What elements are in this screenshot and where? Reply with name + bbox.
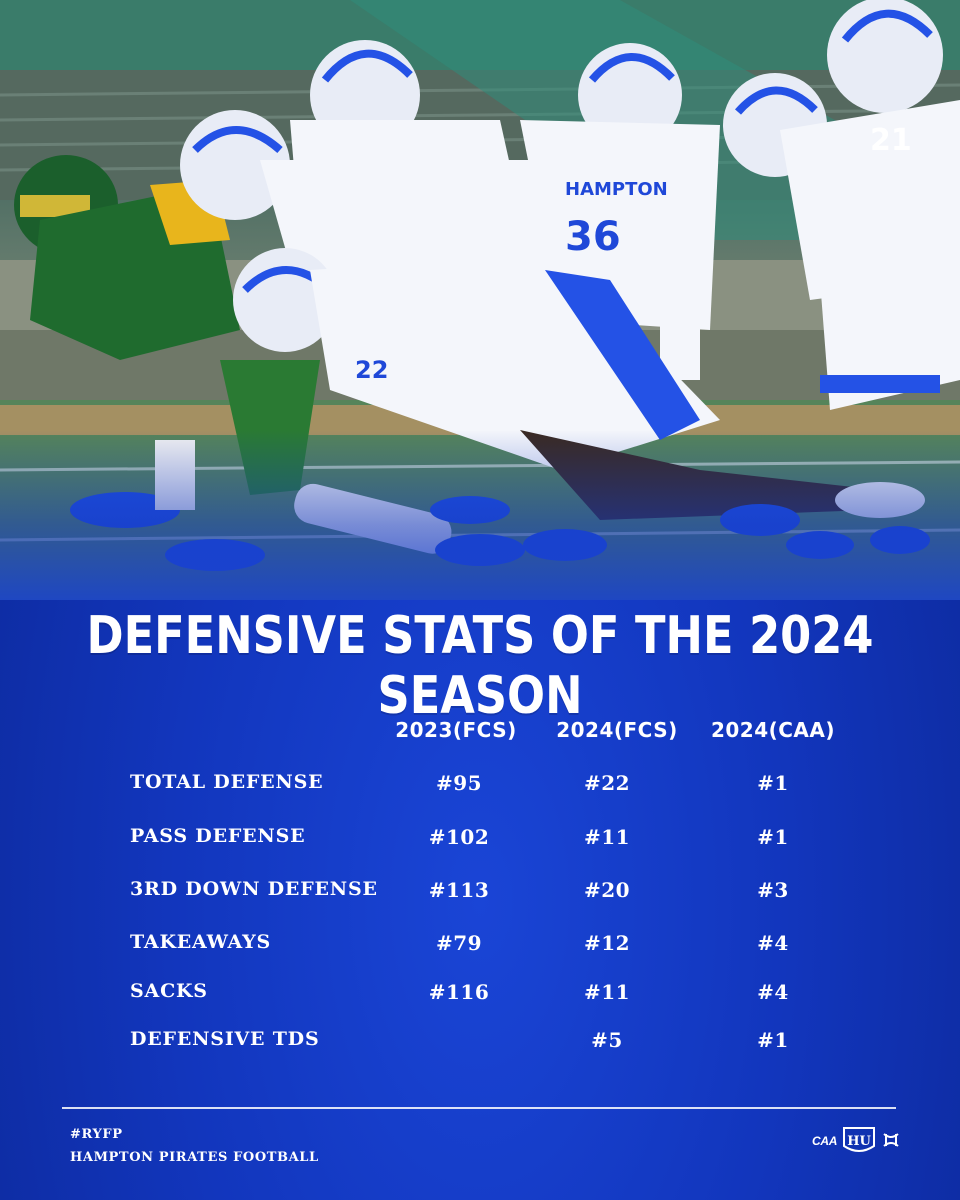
column-header-2024-fcs: 2024(FCS)	[556, 718, 678, 742]
cell-2024-caa: #4	[757, 931, 789, 955]
footer-divider	[62, 1107, 896, 1109]
photo-fade-overlay	[0, 430, 960, 600]
under-armour-logo-icon	[883, 1133, 899, 1147]
footer-hashtag: #RYFP	[70, 1127, 123, 1142]
cell-2024-fcs: #11	[583, 980, 631, 1004]
footer-team-name: HAMPTON PIRATES FOOTBALL	[70, 1150, 319, 1165]
cell-2024-caa: #3	[757, 878, 789, 902]
cell-2024-fcs: #12	[583, 931, 631, 955]
cell-2024-fcs: #11	[583, 825, 631, 849]
cell-2024-fcs: #5	[591, 1028, 623, 1052]
cell-2023-fcs: #95	[435, 771, 483, 795]
cell-2023-fcs: #116	[428, 980, 490, 1004]
headline: DEFENSIVE STATS OF THE 2024 SEASON	[86, 606, 874, 726]
row-label: 3RD DOWN DEFENSE	[130, 878, 378, 900]
hampton-logo-letters: HU	[847, 1134, 871, 1149]
cell-2024-caa: #1	[757, 771, 789, 795]
column-header-2023-fcs: 2023(FCS)	[395, 718, 517, 742]
game-action-photo: 22 36 21 HAMPTON	[0, 0, 960, 600]
cell-2023-fcs: #79	[435, 931, 483, 955]
row-label: DEFENSIVE TDS	[130, 1028, 320, 1050]
row-label: TAKEAWAYS	[130, 931, 272, 953]
hampton-logo-icon: HU	[843, 1127, 875, 1152]
cell-2024-caa: #1	[757, 825, 789, 849]
row-label: PASS DEFENSE	[130, 825, 306, 847]
jersey-number-36: 36	[565, 214, 621, 260]
cell-2023-fcs: #113	[428, 878, 490, 902]
cell-2023-fcs: #102	[428, 825, 490, 849]
row-label: TOTAL DEFENSE	[130, 771, 324, 793]
cell-2024-fcs: #22	[583, 771, 631, 795]
column-header-2024-caa: 2024(CAA)	[710, 718, 836, 742]
jersey-number-22: 22	[355, 356, 388, 384]
cell-2024-caa: #1	[757, 1028, 789, 1052]
caa-logo: CAA	[812, 1134, 838, 1148]
jersey-number-21: 21	[870, 123, 912, 158]
row-label: SACKS	[130, 980, 208, 1002]
jersey-lettering: HAMPTON	[565, 179, 668, 200]
cell-2024-fcs: #20	[583, 878, 631, 902]
footer-logos: CAA HU	[812, 1124, 902, 1156]
cell-2024-caa: #4	[757, 980, 789, 1004]
